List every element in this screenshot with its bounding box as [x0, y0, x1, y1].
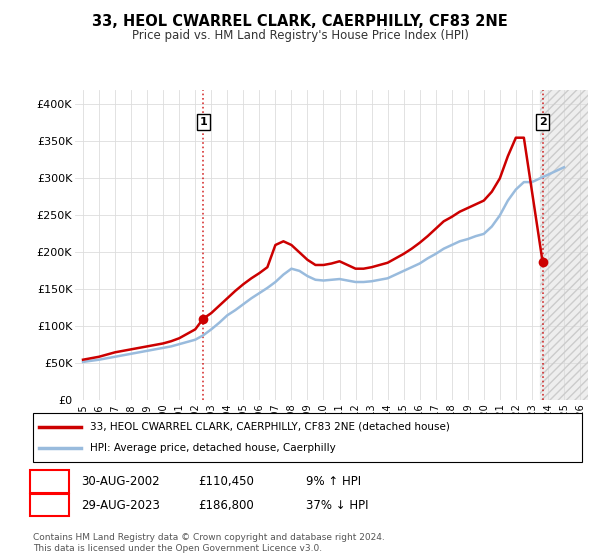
Text: £110,450: £110,450: [198, 475, 254, 488]
Text: HPI: Average price, detached house, Caerphilly: HPI: Average price, detached house, Caer…: [90, 443, 336, 453]
Text: 2: 2: [539, 117, 547, 127]
Text: 33, HEOL CWARREL CLARK, CAERPHILLY, CF83 2NE (detached house): 33, HEOL CWARREL CLARK, CAERPHILLY, CF83…: [90, 422, 450, 432]
Text: 1: 1: [45, 475, 54, 488]
Text: 37% ↓ HPI: 37% ↓ HPI: [306, 498, 368, 512]
Bar: [540, 90, 588, 400]
Text: 1: 1: [199, 117, 207, 127]
Text: 2: 2: [45, 498, 54, 512]
Text: 9% ↑ HPI: 9% ↑ HPI: [306, 475, 361, 488]
Text: 29-AUG-2023: 29-AUG-2023: [81, 498, 160, 512]
Text: Price paid vs. HM Land Registry's House Price Index (HPI): Price paid vs. HM Land Registry's House …: [131, 29, 469, 42]
Text: 30-AUG-2002: 30-AUG-2002: [81, 475, 160, 488]
Text: 33, HEOL CWARREL CLARK, CAERPHILLY, CF83 2NE: 33, HEOL CWARREL CLARK, CAERPHILLY, CF83…: [92, 14, 508, 29]
Bar: [540, 90, 588, 400]
Text: Contains HM Land Registry data © Crown copyright and database right 2024.
This d: Contains HM Land Registry data © Crown c…: [33, 533, 385, 553]
Text: £186,800: £186,800: [198, 498, 254, 512]
